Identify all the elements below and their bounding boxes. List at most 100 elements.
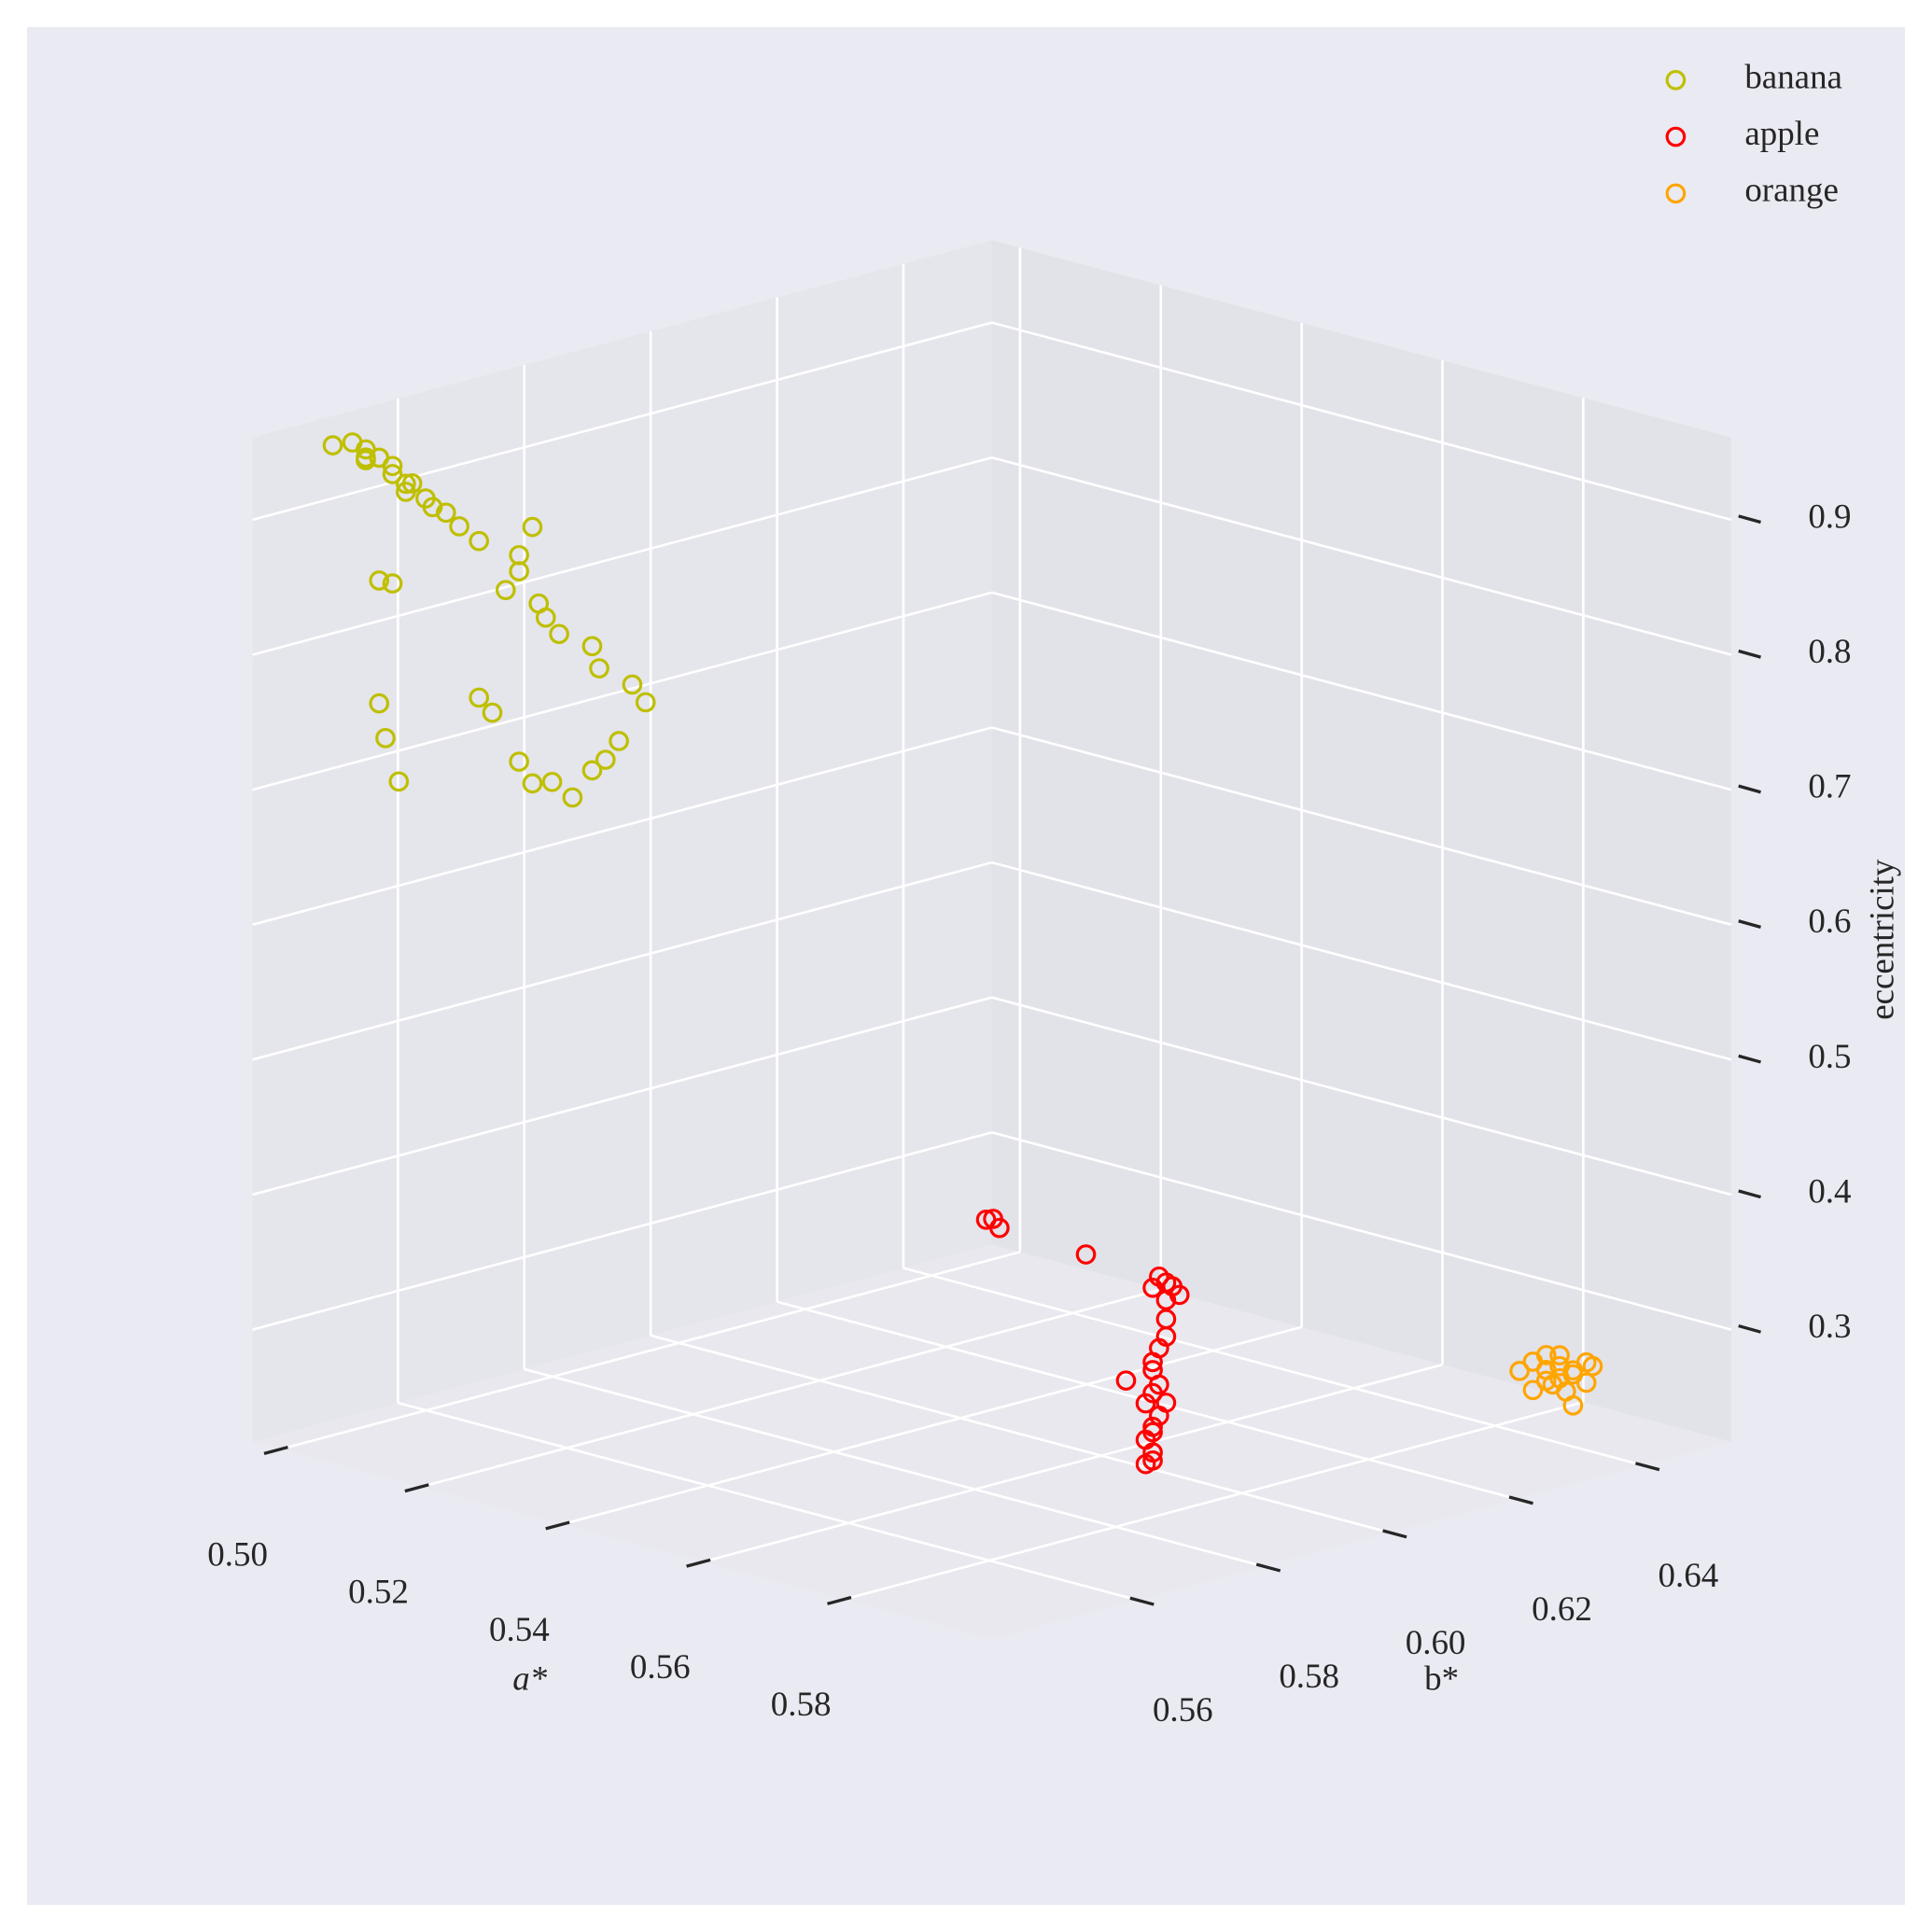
data-point (1142, 1277, 1163, 1298)
x-tick-label: 0.56 (630, 1647, 691, 1686)
x-tick (827, 1595, 852, 1605)
data-point (495, 580, 516, 600)
data-point (322, 435, 343, 455)
data-point (549, 623, 569, 645)
data-point (1549, 1345, 1570, 1365)
grid-line (252, 591, 993, 791)
z-tick (1738, 1189, 1761, 1199)
data-point (1135, 1393, 1156, 1414)
data-point (1142, 1351, 1163, 1373)
data-point (369, 693, 390, 714)
data-point (469, 687, 490, 708)
grid-line (252, 1131, 993, 1331)
x-tick (404, 1483, 429, 1493)
data-point (382, 573, 403, 594)
z-tick (1738, 1054, 1761, 1064)
data-point (1549, 1367, 1570, 1389)
legend-marker (1665, 183, 1687, 204)
data-point (1535, 1345, 1557, 1365)
grid-line (991, 861, 1732, 1061)
y-tick (1255, 1562, 1281, 1573)
data-point (581, 636, 603, 657)
x-tick-label: 0.50 (207, 1534, 268, 1573)
data-point (1509, 1361, 1530, 1381)
data-point (449, 516, 469, 537)
grid-line (252, 861, 993, 1061)
data-point (989, 1217, 1010, 1239)
data-point (635, 692, 656, 713)
z-tick-label: 0.7 (1808, 767, 1851, 805)
x-tick (263, 1445, 288, 1455)
z-tick (1738, 514, 1761, 525)
x-tick (686, 1558, 711, 1568)
data-point (509, 561, 529, 581)
x-tick-label: 0.54 (489, 1610, 550, 1648)
grid-line (252, 726, 993, 926)
data-point (375, 728, 396, 749)
data-point (396, 482, 416, 502)
grid-line (252, 996, 993, 1197)
data-point (1155, 1290, 1177, 1310)
data-point (482, 702, 503, 723)
grid-line (562, 1325, 1302, 1526)
grid-line (703, 1363, 1443, 1563)
grid-line (421, 1288, 1162, 1489)
data-point (435, 502, 456, 524)
y-tick-label: 0.60 (1406, 1623, 1466, 1661)
grid-line (991, 321, 1732, 522)
data-point (522, 773, 543, 794)
left-pane (252, 240, 992, 1442)
data-point (1575, 1372, 1597, 1393)
data-point (541, 771, 563, 792)
data-point (509, 751, 529, 772)
data-point (369, 570, 390, 591)
y-tick-label: 0.58 (1279, 1657, 1339, 1695)
z-tick (1738, 919, 1761, 929)
z-axis-label: eccentricity (1862, 859, 1900, 1020)
y-axis-label: b* (1424, 1659, 1459, 1697)
x-tick-label: 0.52 (348, 1573, 409, 1611)
z-tick-label: 0.6 (1808, 902, 1851, 940)
data-point (356, 450, 376, 470)
data-point (1522, 1379, 1544, 1401)
y-tick (1508, 1495, 1533, 1505)
z-tick (1738, 649, 1761, 659)
y-tick (1382, 1529, 1407, 1539)
data-point (1575, 1351, 1597, 1373)
legend-marker (1665, 126, 1687, 147)
grid-line (991, 1131, 1732, 1331)
right-pane (991, 240, 1731, 1442)
grid-line (280, 1251, 1021, 1450)
z-tick-label: 0.8 (1808, 632, 1851, 670)
grid-line (843, 1401, 1584, 1601)
data-point (562, 787, 583, 808)
grid-line (252, 455, 993, 656)
grid-line (991, 996, 1732, 1197)
grid-line (252, 321, 993, 522)
x-axis-label: a* (512, 1659, 547, 1697)
z-tick-label: 0.9 (1808, 497, 1851, 535)
data-point (522, 516, 543, 538)
grid-line (903, 1267, 1644, 1467)
data-point (1562, 1395, 1584, 1416)
z-tick-label: 0.4 (1808, 1171, 1851, 1210)
legend-label: banana (1744, 57, 1842, 95)
x-tick (545, 1520, 570, 1531)
legend-label: orange (1744, 171, 1839, 209)
data-point (382, 455, 403, 477)
data-point (1149, 1405, 1169, 1426)
data-point (609, 731, 629, 751)
data-point (595, 749, 616, 770)
grid-line (991, 726, 1732, 926)
data-point (1169, 1284, 1190, 1306)
grid-line (991, 591, 1732, 791)
legend-label: apple (1744, 114, 1819, 152)
z-tick (1738, 784, 1761, 794)
y-tick-label: 0.62 (1532, 1589, 1592, 1628)
data-point (589, 658, 609, 679)
data-point (1535, 1370, 1557, 1392)
y-tick-label: 0.64 (1659, 1556, 1719, 1594)
data-point (535, 607, 556, 628)
grid-line (524, 1367, 1265, 1568)
